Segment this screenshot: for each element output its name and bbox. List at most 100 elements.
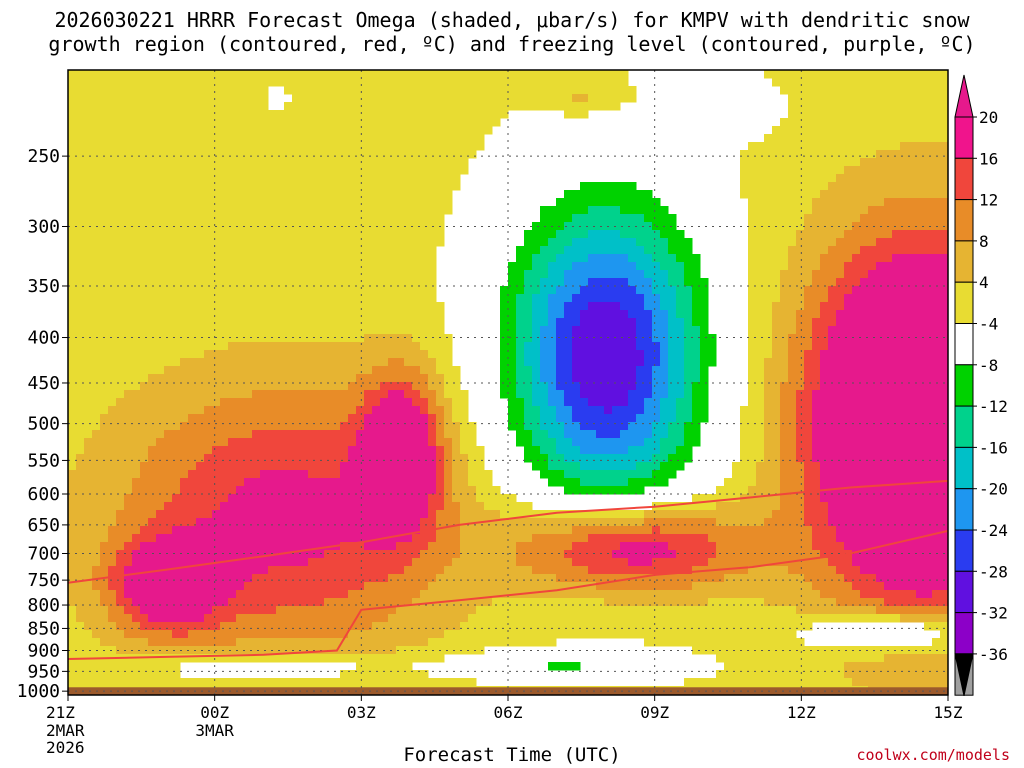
omega-cell [380, 286, 389, 295]
omega-cell [236, 86, 245, 95]
omega-cell [668, 438, 677, 447]
omega-cell [132, 278, 141, 287]
omega-cell [588, 78, 597, 87]
omega-cell [884, 150, 893, 159]
omega-cell [252, 110, 261, 119]
omega-cell [564, 478, 573, 487]
omega-cell [916, 110, 925, 119]
omega-cell [692, 414, 701, 423]
omega-cell [380, 270, 389, 279]
omega-cell [380, 190, 389, 199]
omega-cell [772, 350, 781, 359]
omega-cell [860, 278, 869, 287]
omega-cell [604, 422, 613, 431]
omega-cell [340, 334, 349, 343]
omega-cell [164, 502, 173, 511]
omega-cell [228, 366, 237, 375]
omega-cell [620, 374, 629, 383]
omega-cell [140, 430, 149, 439]
omega-cell [156, 286, 165, 295]
omega-cell [212, 262, 221, 271]
omega-cell [380, 494, 389, 503]
omega-cell [196, 102, 205, 111]
omega-cell [316, 494, 325, 503]
omega-cell [788, 126, 797, 135]
omega-cell [444, 390, 453, 399]
omega-cell [452, 382, 461, 391]
omega-cell [668, 390, 677, 399]
omega-cell [764, 366, 773, 375]
omega-cell [396, 374, 405, 383]
omega-cell [228, 422, 237, 431]
omega-cell [460, 422, 469, 431]
omega-cell [636, 262, 645, 271]
omega-cell [884, 302, 893, 311]
omega-cell [108, 342, 117, 351]
omega-cell [508, 310, 517, 319]
omega-cell [292, 462, 301, 471]
omega-cell [324, 302, 333, 311]
omega-cell [652, 262, 661, 271]
omega-cell [564, 110, 573, 119]
omega-cell [812, 110, 821, 119]
omega-cell [788, 294, 797, 303]
omega-cell [524, 246, 533, 255]
omega-cell [844, 286, 853, 295]
omega-cell [844, 78, 853, 87]
omega-cell [612, 358, 621, 367]
omega-cell [68, 406, 77, 415]
omega-cell [148, 342, 157, 351]
omega-cell [884, 270, 893, 279]
omega-cell [516, 334, 525, 343]
omega-cell [284, 454, 293, 463]
omega-cell [116, 398, 125, 407]
omega-cell [596, 334, 605, 343]
omega-cell [332, 166, 341, 175]
omega-cell [932, 278, 941, 287]
omega-cell [324, 478, 333, 487]
omega-cell [596, 390, 605, 399]
omega-cell [444, 150, 453, 159]
omega-cell [748, 494, 757, 503]
omega-cell [604, 262, 613, 271]
omega-cell [116, 222, 125, 231]
omega-cell [140, 126, 149, 135]
omega-cell [68, 142, 77, 151]
omega-cell [772, 294, 781, 303]
omega-cell [852, 230, 861, 239]
omega-cell [740, 158, 749, 167]
omega-cell [204, 470, 213, 479]
omega-cell [220, 366, 229, 375]
omega-cell [508, 358, 517, 367]
omega-cell [364, 86, 373, 95]
omega-cell [212, 358, 221, 367]
omega-cell [76, 350, 85, 359]
omega-cell [428, 494, 437, 503]
omega-cell [420, 246, 429, 255]
omega-cell [148, 126, 157, 135]
omega-cell [196, 94, 205, 103]
omega-cell [148, 470, 157, 479]
omega-cell [452, 374, 461, 383]
omega-cell [916, 454, 925, 463]
omega-cell [228, 462, 237, 471]
omega-cell [404, 150, 413, 159]
omega-cell [108, 198, 117, 207]
omega-cell [84, 374, 93, 383]
omega-cell [116, 190, 125, 199]
omega-cell [884, 158, 893, 167]
omega-cell [636, 334, 645, 343]
omega-cell [292, 278, 301, 287]
omega-cell [452, 438, 461, 447]
omega-cell [604, 446, 613, 455]
omega-cell [204, 246, 213, 255]
omega-cell [132, 238, 141, 247]
omega-cell [180, 166, 189, 175]
omega-cell [900, 302, 909, 311]
omega-cell [220, 134, 229, 143]
omega-cell [220, 70, 229, 79]
omega-cell [940, 142, 948, 151]
omega-cell [676, 254, 685, 263]
omega-cell [876, 190, 885, 199]
omega-cell [540, 262, 549, 271]
